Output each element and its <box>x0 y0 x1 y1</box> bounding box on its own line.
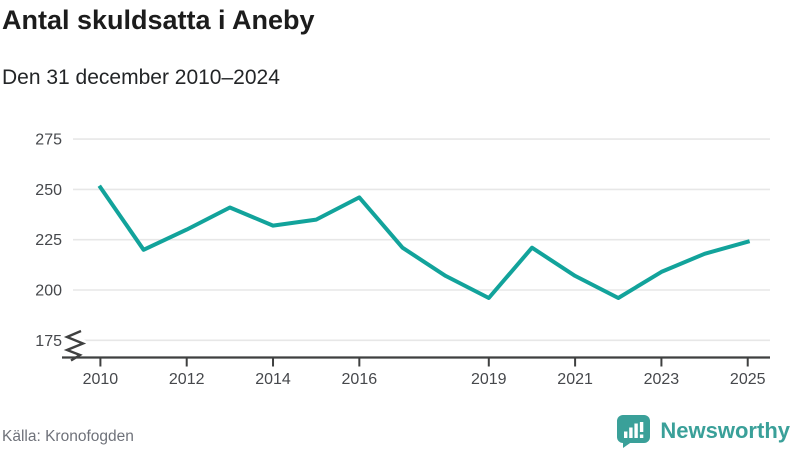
y-axis-label: 200 <box>35 283 62 300</box>
x-axis-label: 2010 <box>83 371 119 388</box>
chart-title: Antal skuldsatta i Aneby <box>2 5 315 35</box>
x-axis-label: 2019 <box>471 371 507 388</box>
y-axis-label: 175 <box>35 333 62 350</box>
y-axis-label: 225 <box>35 232 62 249</box>
axis-break-icon <box>63 329 87 362</box>
x-axis-label: 2025 <box>730 371 766 388</box>
x-axis-label: 2016 <box>342 371 378 388</box>
source-label: Källa: Kronofogden <box>2 428 134 445</box>
y-axis-label: 275 <box>35 132 62 149</box>
x-axis-label: 2014 <box>255 371 291 388</box>
x-axis-label: 2012 <box>169 371 205 388</box>
newsworthy-logo: Newsworthy <box>616 414 790 448</box>
x-axis-label: 2023 <box>644 371 680 388</box>
chart-header: Antal skuldsatta i Aneby Den 31 december… <box>2 0 315 90</box>
newsworthy-bubble-chart-icon <box>617 415 651 448</box>
brand-name: Newsworthy <box>660 418 790 443</box>
line-chart: 2010 2012 2014 2016 2019 2021 2023 2025 175 200 22… <box>35 132 770 388</box>
chart-subtitle: Den 31 december 2010–2024 <box>2 66 280 89</box>
data-line <box>97 184 751 300</box>
x-axis-label: 2021 <box>557 371 593 388</box>
y-axis-label: 250 <box>35 182 62 199</box>
